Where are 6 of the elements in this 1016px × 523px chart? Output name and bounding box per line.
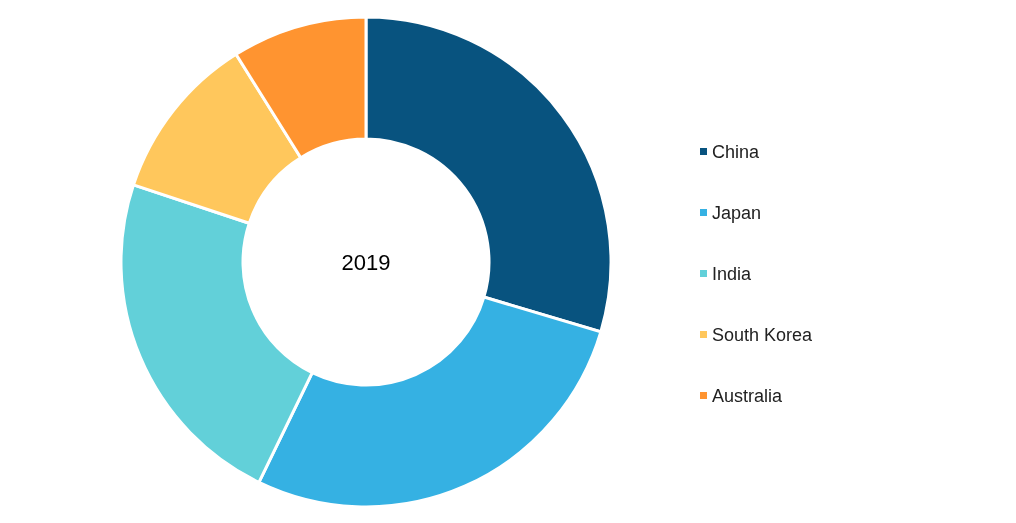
legend-label: China [712, 142, 761, 162]
legend-label: India [712, 264, 753, 284]
text: 2019 [341, 250, 391, 275]
legend-label: Australia [712, 386, 784, 406]
legend-label: Japan [712, 203, 762, 223]
legend-label: South Korea [712, 325, 814, 345]
